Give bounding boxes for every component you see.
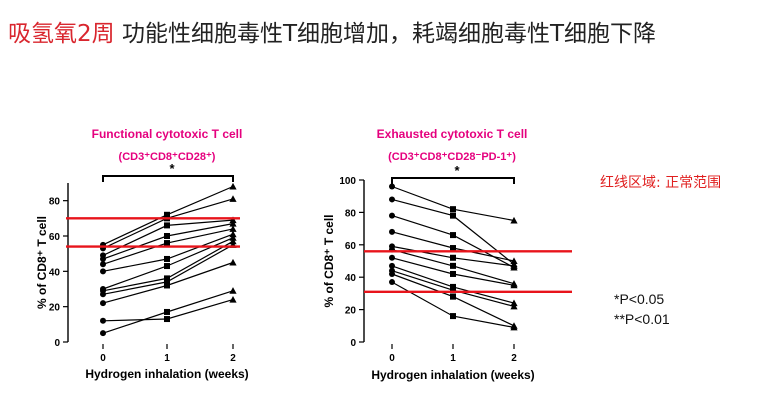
chart1-data-point bbox=[164, 282, 170, 289]
chart1-x-tick-label: 0 bbox=[100, 353, 106, 364]
chart1-data-point bbox=[164, 255, 170, 262]
chart1-data-point bbox=[164, 316, 170, 323]
chart1-data-point bbox=[164, 263, 170, 270]
chart2-significance-mark: * bbox=[454, 163, 460, 178]
chart2-data-point bbox=[450, 212, 456, 219]
chart1-data-point bbox=[164, 211, 170, 218]
chart1-data-point bbox=[100, 252, 106, 259]
chart1-data-point bbox=[229, 195, 237, 202]
chart2-data-point bbox=[450, 206, 456, 213]
normal-range-note: 红线区域: 正常范围 bbox=[600, 175, 722, 191]
chart2-data-point bbox=[450, 262, 456, 269]
chart1-data-point bbox=[164, 308, 170, 315]
chart2-title: Exhausted cytotoxic T cell bbox=[377, 127, 528, 141]
chart2-data-point bbox=[450, 313, 456, 320]
p-value-single-note: *P<0.05 bbox=[614, 291, 665, 307]
chart1-y-tick-label: 40 bbox=[49, 267, 61, 278]
chart2-y-tick-label: 60 bbox=[345, 241, 357, 252]
chart1-data-point bbox=[100, 268, 106, 275]
chart2-x-tick-label: 0 bbox=[389, 353, 395, 364]
chart1-data-point bbox=[229, 225, 237, 232]
title-highlight: 吸氢氧2周 bbox=[8, 21, 115, 47]
chart1-significance-bracket bbox=[102, 175, 234, 182]
chart1-data-point bbox=[100, 300, 106, 307]
chart1-significance-mark: * bbox=[169, 161, 175, 176]
chart1-data-point bbox=[229, 237, 237, 245]
title-text: 功能性细胞毒性T细胞增加，耗竭细胞毒性T细胞下降 bbox=[114, 21, 657, 47]
chart2-data-point bbox=[450, 254, 456, 261]
chart1-x-tick-label: 1 bbox=[164, 353, 170, 364]
chart1-data-point bbox=[164, 222, 170, 229]
chart1-data-point bbox=[100, 261, 106, 268]
chart2-data-point bbox=[389, 262, 395, 269]
chart2-data-point bbox=[389, 196, 395, 203]
chart2-data-point bbox=[510, 216, 518, 224]
p-value-double-note: **P<0.01 bbox=[614, 311, 670, 327]
chart1-data-point bbox=[229, 230, 237, 238]
chart2-data-point bbox=[389, 228, 395, 235]
chart2-y-label: % of CD8⁺ T cell bbox=[322, 214, 336, 307]
chart1-y-tick-label: 20 bbox=[49, 303, 61, 314]
chart1-data-point bbox=[229, 287, 237, 294]
chart2-data-point bbox=[389, 183, 395, 190]
chart2-data-point bbox=[389, 279, 395, 286]
chart2-y-tick-label: 40 bbox=[345, 273, 357, 284]
chart1-data-point bbox=[229, 182, 237, 190]
chart1-data-point bbox=[100, 286, 106, 292]
chart2-data-point bbox=[450, 283, 456, 290]
chart1-y-tick-label: 0 bbox=[54, 338, 60, 349]
chart2-y-tick-label: 100 bbox=[339, 176, 356, 187]
chart1-data-point bbox=[229, 258, 237, 266]
chart1-x-label: Hydrogen inhalation (weeks) bbox=[85, 367, 248, 381]
chart1-y-tick-label: 60 bbox=[49, 232, 61, 243]
chart2-data-point bbox=[510, 262, 518, 269]
chart1-data-point bbox=[229, 234, 237, 241]
chart1-x-tick-label: 2 bbox=[230, 353, 236, 364]
chart2-data-point bbox=[510, 323, 518, 331]
chart2-data-point bbox=[450, 287, 456, 294]
chart2-data-point bbox=[450, 245, 456, 252]
chart2-x-tick-label: 1 bbox=[450, 353, 456, 364]
chart2-x-tick-label: 2 bbox=[511, 353, 517, 364]
chart1-subtitle: (CD3⁺CD8⁺CD28⁺) bbox=[119, 151, 216, 163]
chart2-y-tick-label: 0 bbox=[350, 338, 356, 349]
chart2-x-label: Hydrogen inhalation (weeks) bbox=[371, 368, 534, 382]
chart1-data-point bbox=[229, 296, 237, 303]
chart2-data-point bbox=[510, 281, 518, 289]
chart1-data-point bbox=[164, 278, 170, 285]
chart2-data-point bbox=[389, 212, 395, 219]
chart1-data-point bbox=[100, 317, 106, 324]
chart1-data-point bbox=[164, 233, 170, 239]
chart1-data-point bbox=[164, 275, 170, 282]
chart1-data-point bbox=[229, 216, 237, 224]
chart1-data-point bbox=[100, 330, 106, 337]
chart1-y-tick-label: 80 bbox=[49, 197, 61, 208]
chart2-data-point bbox=[450, 293, 456, 300]
chart2-significance-bracket bbox=[391, 177, 515, 184]
chart1-title: Functional cytotoxic T cell bbox=[92, 127, 243, 141]
chart2-data-point bbox=[450, 232, 456, 239]
chart1-data-point bbox=[229, 220, 237, 227]
chart2-y-tick-label: 80 bbox=[345, 208, 357, 219]
chart2-subtitle: (CD3⁺CD8⁺CD28⁻PD-1⁺) bbox=[388, 151, 516, 163]
chart2-data-point bbox=[510, 302, 518, 310]
page-title: 吸氢氧2周 功能性细胞毒性T细胞增加，耗竭细胞毒性T细胞下降 bbox=[8, 14, 656, 48]
chart2-data-point bbox=[510, 257, 518, 264]
chart2-data-point bbox=[389, 254, 395, 261]
chart2-y-tick-label: 20 bbox=[345, 306, 357, 317]
chart1-y-label: % of CD8⁺ T cell bbox=[35, 216, 49, 309]
chart2-data-point bbox=[389, 270, 395, 277]
chart1-data-point bbox=[164, 240, 170, 247]
chart2-data-point bbox=[450, 270, 456, 277]
